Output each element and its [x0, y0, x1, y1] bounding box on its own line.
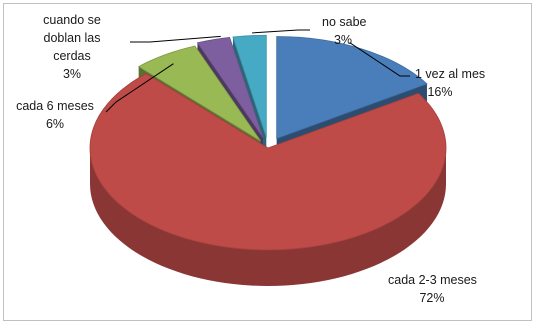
label-cuando-line1: cuando se [43, 13, 101, 27]
slice-cada-6-meses [137, 45, 261, 142]
pie-tops [89, 34, 447, 251]
label-cada-6-meses: cada 6 meses [16, 99, 94, 113]
label-cuando-line3: cerdas [53, 49, 91, 63]
leader-line-1-vez-al-mes [349, 42, 410, 77]
label-1-vez-al-mes: 1 vez al mes [415, 67, 485, 81]
slice-side-cada-2-3-meses [90, 148, 446, 286]
value-cada-2-3-meses: 72% [419, 291, 444, 305]
slice-cada-2-3-meses [89, 73, 447, 251]
leader-line-cuando-se-doblan [130, 35, 221, 43]
leader-line-cada-6-meses [105, 63, 174, 113]
label-cuando-line2: doblan las [44, 31, 101, 45]
value-cada-6-meses: 6% [46, 117, 64, 131]
label-cada-2-3-meses: cada 2-3 meses [388, 273, 477, 287]
slice-no-sabe [232, 34, 267, 138]
value-no-sabe: 3% [334, 33, 352, 47]
leader-line-no-sabe [252, 29, 310, 34]
leader-lines [105, 29, 410, 113]
value-cuando-se-doblan: 3% [63, 67, 81, 81]
slice-1-vez-al-mes [276, 36, 428, 140]
slice-cuando-se-doblan [196, 37, 264, 138]
label-no-sabe: no sabe [322, 15, 367, 29]
value-1-vez-al-mes: 16% [427, 85, 452, 99]
